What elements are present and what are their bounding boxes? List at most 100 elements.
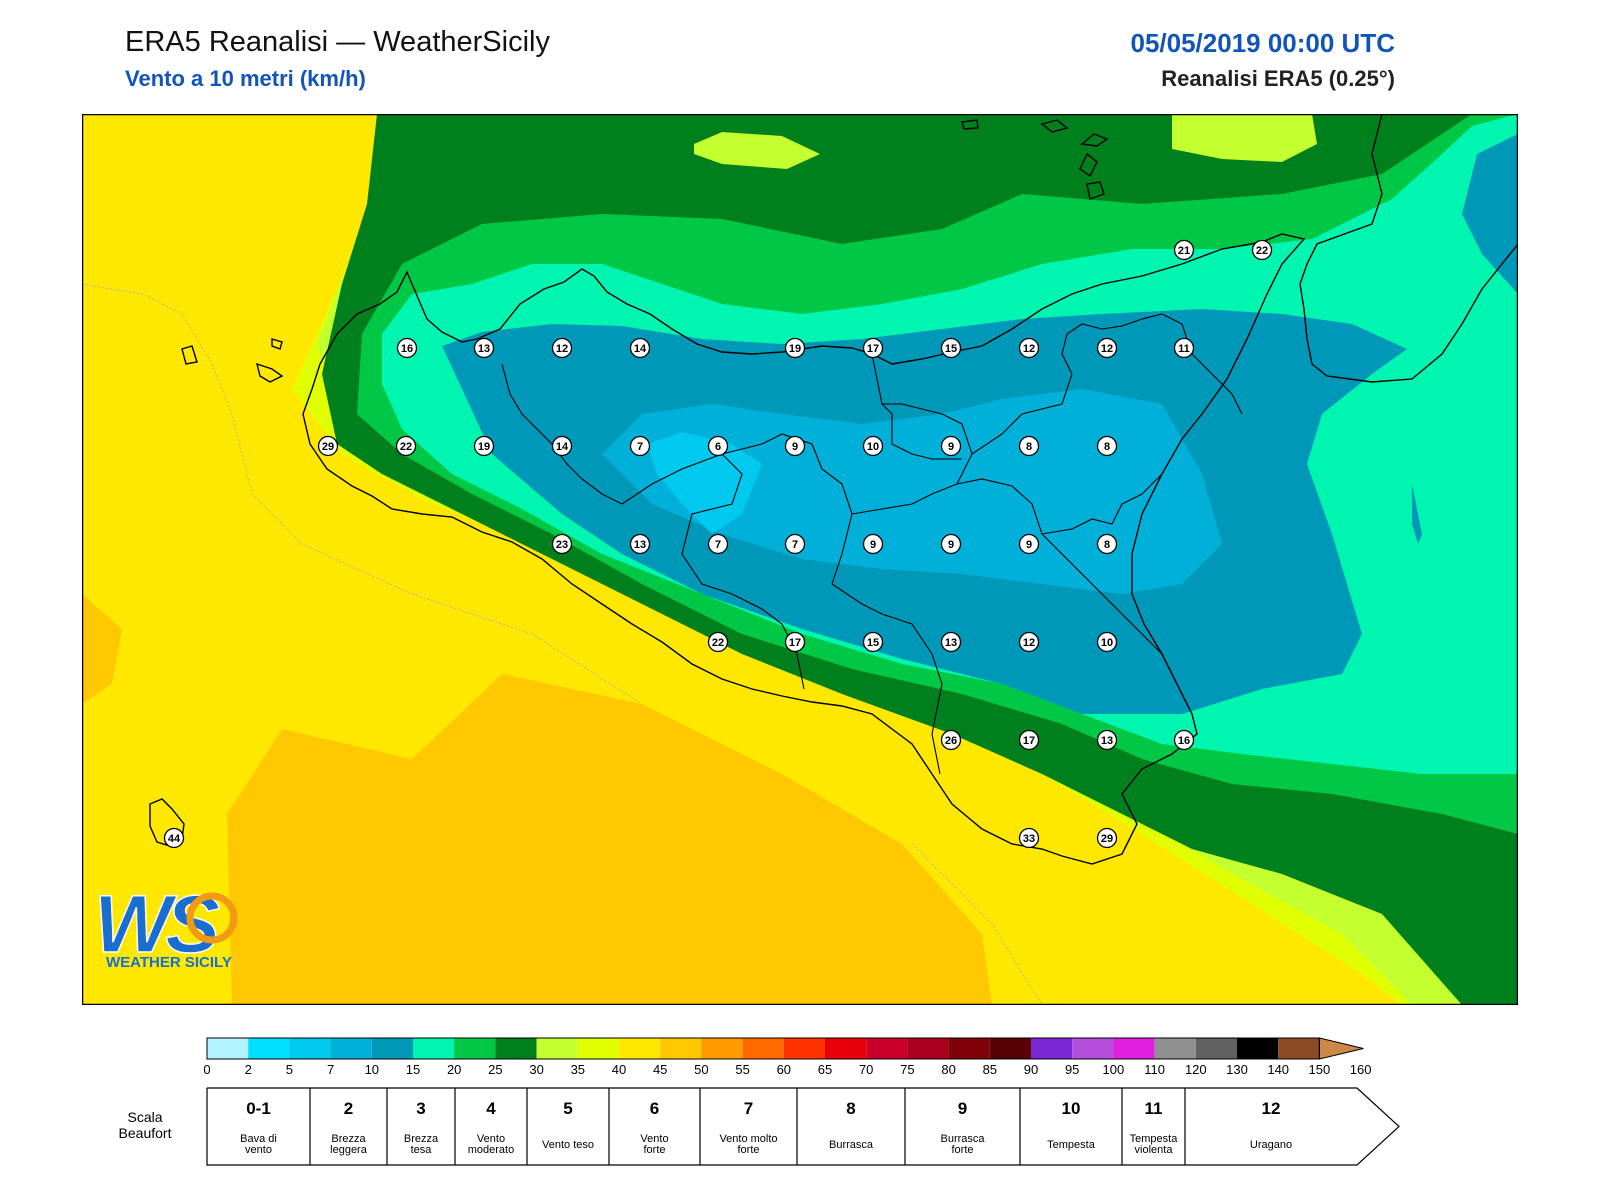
map-subtitle: Vento a 10 metri (km/h) [125, 66, 366, 91]
station-value: 16 [1178, 735, 1190, 747]
station-value: 22 [400, 441, 412, 453]
station-mark: 14 [629, 337, 651, 359]
beaufort-name: violenta [1135, 1144, 1174, 1156]
station-mark: 8 [1096, 435, 1118, 457]
wind-band-7-10 [602, 389, 1222, 594]
colorbar-tick-label: 20 [447, 1062, 461, 1077]
station-value: 8 [1026, 441, 1032, 453]
colorbar-tick-label: 150 [1309, 1062, 1331, 1077]
colorbar-segment [866, 1038, 908, 1059]
station-mark: 13 [1096, 729, 1118, 751]
station-value: 13 [634, 539, 646, 551]
colorbar-segment [207, 1038, 249, 1059]
colorbar-tick-label: 90 [1024, 1062, 1038, 1077]
beaufort-name: Vento teso [542, 1139, 594, 1151]
beaufort-name: forte [643, 1144, 665, 1156]
beaufort-name: Brezza [331, 1133, 366, 1145]
station-value: 17 [867, 343, 879, 355]
colorbar-segment [330, 1038, 372, 1059]
colorbar-segment [660, 1038, 702, 1059]
station-mark: 44 [163, 827, 185, 849]
wind-band-5-7 [647, 432, 762, 534]
beaufort-name: moderato [468, 1144, 514, 1156]
coastlines [149, 114, 1518, 865]
station-value: 13 [1101, 735, 1113, 747]
station-value: 44 [168, 833, 181, 845]
station-value: 8 [1104, 539, 1110, 551]
station-value: 9 [948, 441, 954, 453]
station-mark: 12 [1018, 631, 1040, 653]
station-value: 29 [322, 441, 334, 453]
beaufort-number: 8 [846, 1099, 855, 1118]
wind-band-30-35-north [694, 132, 820, 169]
colorbar-segment [825, 1038, 867, 1059]
station-mark: 17 [862, 337, 884, 359]
colorbar-segment [1154, 1038, 1196, 1059]
colorbar-segment [413, 1038, 455, 1059]
beaufort-name: vento [245, 1144, 272, 1156]
station-mark: 23 [551, 533, 573, 555]
station-value: 8 [1104, 441, 1110, 453]
beaufort-name: Burrasca [940, 1133, 985, 1145]
station-value: 11 [1178, 343, 1190, 355]
station-mark: 33 [1018, 827, 1040, 849]
station-value: 6 [715, 441, 721, 453]
station-mark: 29 [1096, 827, 1118, 849]
station-value: 33 [1023, 833, 1035, 845]
colorbar-tick-label: 65 [818, 1062, 832, 1077]
station-mark: 10 [1096, 631, 1118, 653]
station-mark: 13 [473, 337, 495, 359]
station-value: 12 [1023, 637, 1035, 649]
station-value: 12 [1101, 343, 1113, 355]
station-value: 17 [789, 637, 801, 649]
colorbar-tick-label: 160 [1350, 1062, 1372, 1077]
colorbar-tick-label: 85 [983, 1062, 997, 1077]
beaufort-number: 0-1 [246, 1099, 271, 1118]
beaufort-name: forte [737, 1144, 759, 1156]
station-mark: 15 [862, 631, 884, 653]
station-mark: 7 [707, 533, 729, 555]
station-mark: 9 [940, 533, 962, 555]
colorbar-segment [289, 1038, 331, 1059]
station-value: 9 [870, 539, 876, 551]
station-value: 19 [478, 441, 490, 453]
beaufort-name: Brezza [404, 1133, 439, 1145]
beaufort-number: 2 [344, 1099, 353, 1118]
colorbar-segment [1072, 1038, 1114, 1059]
station-mark: 9 [784, 435, 806, 457]
wind-band-30-35-ne [1172, 114, 1317, 162]
colorbar-segment [1031, 1038, 1073, 1059]
wind-map: 21 22 16 13 12 14 19 17 15 12 12 11 29 22 19 14 7 6 9 10 9 8 8… [82, 114, 1518, 1005]
beaufort-name: leggera [330, 1144, 368, 1156]
station-mark: 9 [940, 435, 962, 457]
map-frame [82, 114, 1518, 1005]
wind-band-45-50-west [82, 594, 122, 704]
station-mark: 13 [940, 631, 962, 653]
beaufort-number: 5 [563, 1099, 572, 1118]
beaufort-label: Beaufort [119, 1125, 172, 1141]
station-mark: 7 [629, 435, 651, 457]
data-source: Reanalisi ERA5 (0.25°) [1161, 66, 1395, 91]
colorbar-tick-label: 40 [612, 1062, 626, 1077]
beaufort-name: forte [951, 1144, 973, 1156]
contour-lines [82, 283, 1043, 1005]
colorbar-tick-label: 140 [1267, 1062, 1289, 1077]
station-value: 7 [637, 441, 643, 453]
map-datetime: 05/05/2019 00:00 UTC [1130, 28, 1395, 58]
colorbar-tick-label: 7 [327, 1062, 334, 1077]
beaufort-name: Vento [477, 1133, 505, 1145]
station-mark: 6 [707, 435, 729, 457]
colorbar-tick-label: 25 [488, 1062, 502, 1077]
station-mark: 19 [784, 337, 806, 359]
station-mark: 8 [1018, 435, 1040, 457]
colorbar-segment [371, 1038, 413, 1059]
colorbar-tick-label: 0 [203, 1062, 210, 1077]
colorbar-segment [989, 1038, 1031, 1059]
beaufort-number: 10 [1062, 1099, 1081, 1118]
colorbar-segment [783, 1038, 825, 1059]
station-value: 13 [945, 637, 957, 649]
station-value: 10 [867, 441, 879, 453]
